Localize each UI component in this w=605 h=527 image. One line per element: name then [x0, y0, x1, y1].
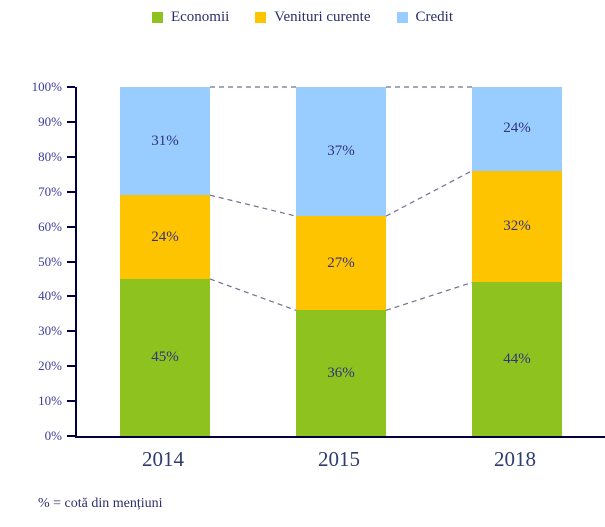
legend-item-credit: Credit — [396, 9, 454, 26]
x-axis-label-2014: 2014 — [142, 447, 184, 471]
legend-item-economii: Economii — [151, 9, 230, 26]
x-axis-label-2015: 2015 — [318, 447, 360, 471]
y-axis-tick-label: 100% — [31, 79, 62, 94]
bar-segment-venituri-curente: 32% — [472, 170, 562, 283]
connector-line — [209, 278, 297, 311]
chart-footnote: % = cotă din mențiuni — [38, 496, 163, 511]
bar-segment-venituri-curente: 27% — [296, 216, 386, 311]
y-axis-tick — [67, 365, 75, 368]
bar-value-label: 24% — [151, 228, 179, 245]
bar-value-label: 24% — [503, 120, 531, 137]
bar-value-label: 44% — [503, 350, 531, 367]
y-axis-tick-label: 70% — [38, 183, 62, 199]
y-axis-tick — [67, 86, 75, 88]
y-axis-tick — [67, 400, 75, 403]
y-axis-tick — [67, 295, 75, 298]
bar-segment-credit: 31% — [120, 87, 210, 196]
y-axis-tick-label: 30% — [38, 323, 62, 339]
y-axis-tick-label: 60% — [38, 218, 62, 234]
y-axis-tick-label: 10% — [38, 393, 62, 409]
bar-value-label: 45% — [151, 348, 179, 365]
y-axis-tick-label: 80% — [38, 148, 62, 164]
connector-line — [209, 194, 297, 217]
legend-label: Credit — [415, 9, 454, 25]
bar-value-label: 27% — [327, 254, 355, 271]
y-axis-tick-label: 40% — [38, 288, 62, 304]
y-axis-tick-label: 20% — [38, 358, 62, 374]
blue-square-icon — [396, 12, 408, 23]
chart-legend: Economii Venituri curente Credit — [0, 9, 605, 26]
bar-segment-venituri-curente: 24% — [120, 195, 210, 279]
y-axis-tick-label: 90% — [38, 113, 62, 129]
legend-label: Economii — [170, 9, 230, 25]
legend-label: Venituri curente — [274, 9, 371, 25]
y-axis-tick — [67, 435, 75, 437]
connector-line — [385, 281, 473, 311]
y-axis-tick — [67, 190, 75, 193]
connector-line — [385, 170, 473, 217]
y-axis-tick-label: 50% — [38, 253, 62, 269]
y-axis-tick — [67, 120, 75, 123]
legend-item-venituri-curente: Venituri curente — [255, 9, 371, 26]
y-axis-tick — [67, 330, 75, 333]
bar-value-label: 36% — [327, 364, 355, 381]
bar-value-label: 31% — [151, 132, 179, 149]
x-axis-label-2018: 2018 — [494, 447, 536, 471]
bar-segment-credit: 24% — [472, 87, 562, 171]
bar-stack-2014: 45% 24% 31% — [120, 87, 210, 436]
y-axis-tick — [67, 260, 75, 263]
y-axis-tick — [67, 225, 75, 228]
bar-segment-economii: 45% — [120, 278, 210, 436]
bar-value-label: 37% — [327, 143, 355, 160]
yellow-square-icon — [255, 12, 267, 23]
bar-value-label: 32% — [503, 218, 531, 235]
bar-segment-credit: 37% — [296, 87, 386, 217]
bar-segment-economii: 44% — [472, 282, 562, 436]
green-square-icon — [151, 12, 163, 23]
y-axis-tick-label: 0% — [44, 428, 62, 443]
bar-stack-2015: 36% 27% 37% — [296, 87, 386, 436]
bar-segment-economii: 36% — [296, 310, 386, 436]
y-axis-tick — [67, 155, 75, 158]
plot-area: 45% 24% 31% 36% 27% 37% 44% 32% 24% — [67, 86, 605, 438]
bar-stack-2018: 44% 32% 24% — [472, 87, 562, 436]
